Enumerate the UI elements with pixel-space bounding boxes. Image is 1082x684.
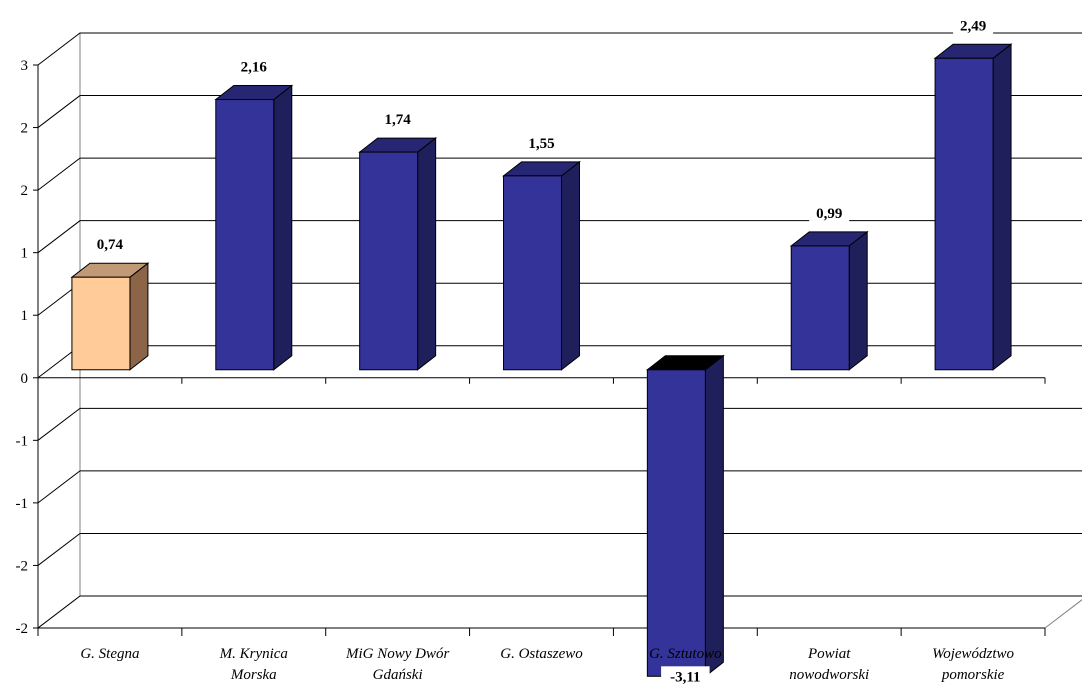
category-label: Gdański <box>373 667 423 683</box>
gridline <box>37 95 1082 128</box>
data-label: 2,49 <box>953 15 994 36</box>
y-tick-label: -1 <box>16 433 29 449</box>
data-label-bg <box>233 56 274 77</box>
data-label: 0,99 <box>809 202 850 223</box>
y-tick-label: 2 <box>21 121 29 137</box>
bar <box>70 262 150 371</box>
category-label: G. Sztutowo <box>649 646 722 662</box>
bar-side <box>273 84 293 371</box>
bar-front <box>71 276 131 371</box>
bar-side <box>848 230 868 371</box>
gridline <box>37 532 1082 566</box>
category-label: Powiat <box>807 646 851 662</box>
y-tick-label: 0 <box>21 371 29 387</box>
bars <box>70 43 1013 678</box>
gridline <box>37 407 1082 441</box>
bar-side <box>992 43 1012 371</box>
floor-right-edge <box>1044 599 1082 629</box>
y-tick-label: -1 <box>16 496 29 512</box>
gridline <box>37 220 1082 254</box>
labels: 0,74 2,16 1,74 1,55 -3,11 0,99 2,49 G. Stegna M.… <box>80 15 1015 684</box>
bar <box>502 160 581 371</box>
category-label: pomorskie <box>941 667 1005 683</box>
data-label-text: 1,74 <box>385 112 412 128</box>
bar-side <box>129 262 149 371</box>
bar-front <box>215 99 275 371</box>
bar <box>214 84 294 371</box>
data-label-bg <box>521 132 562 153</box>
gridline <box>37 157 1082 191</box>
bar-front <box>503 175 562 371</box>
y-tick-label: -2 <box>16 621 29 637</box>
bar <box>933 43 1013 371</box>
y-tick-label: 3 <box>21 58 29 74</box>
category-label: Morska <box>230 667 277 683</box>
data-label: -3,11 <box>661 666 710 684</box>
y-tick-label: -2 <box>16 558 29 574</box>
bar-side <box>704 354 724 678</box>
data-label-bg <box>809 202 850 223</box>
bar-side <box>417 137 437 371</box>
bar <box>645 354 725 678</box>
bar-front <box>790 245 850 371</box>
data-label-bg <box>661 666 710 684</box>
data-label: 1,55 <box>521 132 562 153</box>
data-label-text: 0,99 <box>816 206 842 222</box>
data-label-text: 2,16 <box>241 60 268 76</box>
axes: 3 2 2 1 1 0 -1 -1 -2 -2 <box>16 58 1046 637</box>
data-label-bg <box>377 109 418 130</box>
category-label: G. Stegna <box>80 646 139 662</box>
data-label-bg <box>89 234 130 255</box>
data-label-text: 2,49 <box>960 18 986 34</box>
data-label-text: -3,11 <box>670 669 700 684</box>
category-label: nowodworski <box>789 667 869 683</box>
data-label: 0,74 <box>89 234 130 255</box>
y-tick-label: 1 <box>21 246 29 262</box>
category-label: M. Krynica <box>219 646 288 662</box>
data-label-text: 1,55 <box>528 136 554 152</box>
bar-side <box>561 160 580 371</box>
y-tick-label: 1 <box>21 308 29 324</box>
data-label-bg <box>953 15 994 36</box>
gridline <box>37 595 1082 629</box>
gridline <box>37 32 1082 66</box>
bar-front <box>359 151 419 371</box>
category-label: Województwo <box>932 646 1014 662</box>
bar-front <box>646 369 706 677</box>
data-label: 2,16 <box>233 56 274 77</box>
category-label: MiG Nowy Dwór <box>345 646 450 662</box>
category-label: G. Ostaszewo <box>500 646 583 662</box>
bar <box>358 137 438 371</box>
data-label: 1,74 <box>377 109 418 130</box>
bar-front <box>934 57 994 371</box>
y-tick-label: 2 <box>21 183 29 199</box>
gridline <box>37 470 1082 504</box>
bar <box>789 230 869 371</box>
data-label-text: 0,74 <box>97 237 124 253</box>
